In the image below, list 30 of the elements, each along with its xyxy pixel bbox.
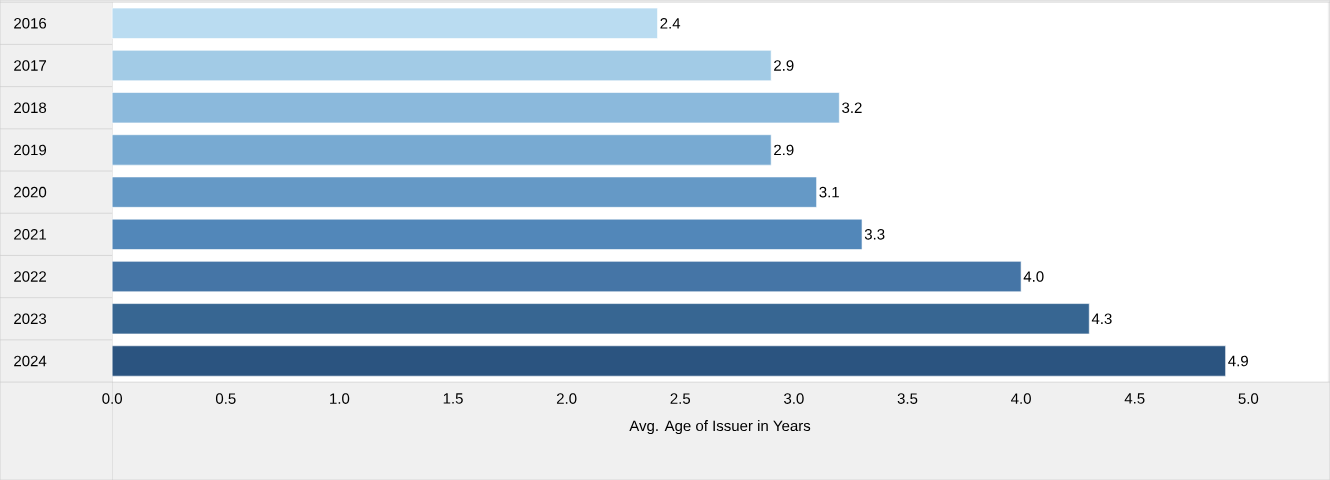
y-tick-label: 2018	[14, 102, 47, 113]
x-tick-label: 3.5	[897, 393, 918, 404]
x-tick-label: 1.0	[330, 393, 350, 404]
x-tick-label: 0.0	[102, 393, 122, 404]
x-tick-label: 2.5	[670, 393, 691, 404]
x-tick-label: 4.0	[1011, 393, 1031, 404]
y-tick-label: 2020	[14, 186, 47, 198]
data-label: 3.1	[819, 186, 839, 198]
data-label: 2.4	[660, 17, 681, 29]
y-tick-label: 2017	[14, 60, 46, 71]
data-label: 4.0	[1023, 271, 1044, 282]
data-label: 3.3	[864, 228, 885, 240]
x-tick-label: 2.0	[556, 393, 577, 404]
y-tick-label: 2023	[14, 313, 47, 324]
y-tick-label: 2021	[14, 228, 47, 240]
x-axis-title: Avg. Age of Issuer in Years	[629, 419, 811, 434]
data-label: 4.3	[1091, 313, 1112, 324]
x-tick-label: 0.5	[215, 393, 236, 404]
data-label: 2.9	[774, 60, 794, 71]
x-tick-label: 4.5	[1124, 393, 1145, 404]
y-tick-label: 2024	[14, 355, 47, 367]
y-tick-label: 2016	[14, 17, 47, 29]
data-label: 4.9	[1228, 355, 1248, 367]
data-label: 2.9	[774, 144, 794, 156]
x-tick-label: 3.0	[784, 393, 804, 404]
data-label: 3.2	[842, 102, 862, 113]
y-tick-label: 2022	[14, 271, 46, 282]
x-tick-label: 1.5	[443, 393, 463, 404]
y-tick-label: 2019	[14, 144, 47, 156]
x-tick-label: 5.0	[1238, 393, 1259, 404]
